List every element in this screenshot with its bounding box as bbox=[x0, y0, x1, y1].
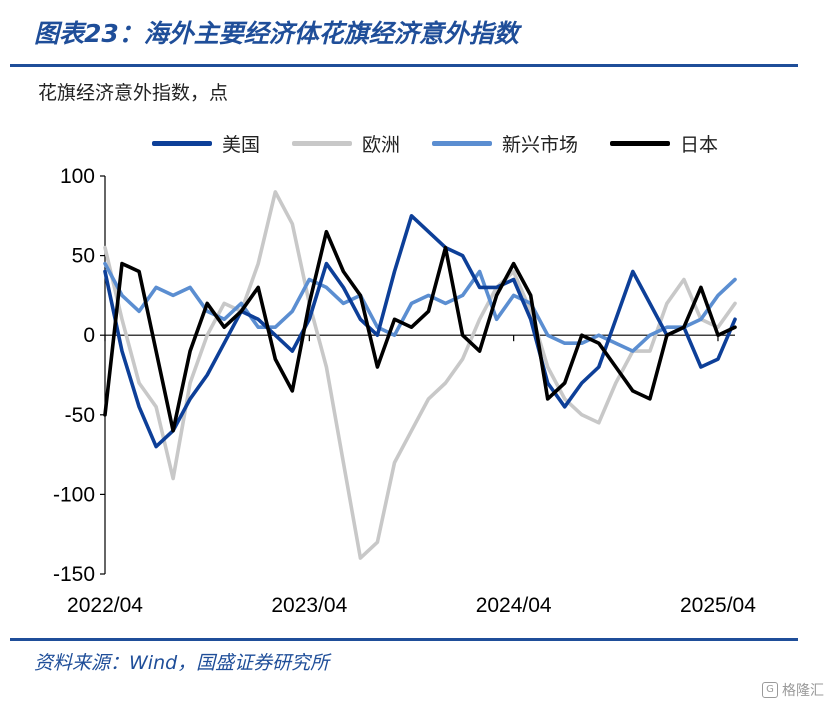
y-tick-label: -100 bbox=[53, 483, 95, 506]
chart-title: 图表23：海外主要经济体花旗经济意外指数 bbox=[34, 19, 519, 48]
legend-swatch-japan bbox=[610, 141, 671, 146]
series-line-europe bbox=[103, 190, 737, 560]
legend-label-japan: 日本 bbox=[680, 134, 719, 156]
y-tick-label: -50 bbox=[65, 404, 95, 427]
y-tick-label: 50 bbox=[72, 245, 95, 268]
series-line-us bbox=[103, 214, 737, 449]
legend-label-europe: 欧洲 bbox=[362, 134, 401, 156]
legend-item-emerging: 新兴市场 bbox=[432, 130, 578, 157]
x-tick-label: 2023/04 bbox=[271, 594, 347, 617]
legend-swatch-emerging bbox=[432, 141, 493, 146]
legend-label-emerging: 新兴市场 bbox=[502, 134, 579, 156]
legend-swatch-europe bbox=[292, 141, 353, 146]
x-tick-label: 2024/04 bbox=[476, 594, 552, 617]
footer-divider bbox=[10, 638, 798, 641]
y-tick-label: 100 bbox=[60, 165, 95, 188]
watermark-logo-icon: G bbox=[762, 682, 778, 698]
y-tick-label: 0 bbox=[83, 324, 95, 347]
source-note: 资料来源：Wind，国盛证券研究所 bbox=[34, 652, 330, 674]
legend-item-us: 美国 bbox=[152, 130, 260, 157]
legend-item-japan: 日本 bbox=[610, 130, 718, 157]
series-line-emerging bbox=[103, 261, 737, 353]
legend-label-us: 美国 bbox=[222, 134, 261, 156]
watermark: G 格隆汇 bbox=[762, 680, 824, 700]
legend-swatch-us bbox=[152, 141, 212, 146]
x-tick-label: 2025/04 bbox=[680, 594, 756, 617]
watermark-text: 格隆汇 bbox=[782, 683, 824, 699]
chart-legend: 美国 欧洲 新兴市场 日本 bbox=[152, 130, 750, 157]
series-line-japan bbox=[103, 229, 737, 433]
x-tick-label: 2022/04 bbox=[67, 594, 143, 617]
legend-item-europe: 欧洲 bbox=[292, 130, 400, 157]
y-axis-label: 花旗经济意外指数，点 bbox=[38, 82, 229, 104]
title-divider bbox=[10, 64, 798, 67]
y-tick-label: -150 bbox=[53, 563, 95, 586]
